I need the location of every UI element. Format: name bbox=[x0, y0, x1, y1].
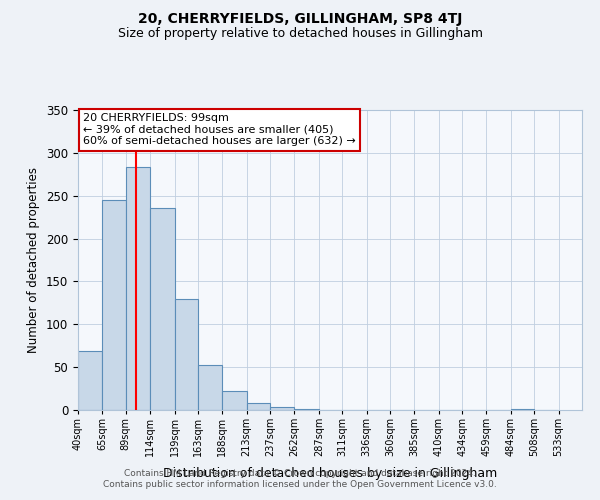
Bar bbox=[150, 208, 175, 410]
Text: Contains HM Land Registry data © Crown copyright and database right 2024.: Contains HM Land Registry data © Crown c… bbox=[124, 468, 476, 477]
Text: 20, CHERRYFIELDS, GILLINGHAM, SP8 4TJ: 20, CHERRYFIELDS, GILLINGHAM, SP8 4TJ bbox=[138, 12, 462, 26]
Bar bbox=[78, 351, 103, 410]
Bar bbox=[126, 166, 150, 410]
X-axis label: Distribution of detached houses by size in Gillingham: Distribution of detached houses by size … bbox=[163, 468, 497, 480]
Bar bbox=[175, 300, 198, 410]
Bar bbox=[222, 391, 247, 410]
Text: 20 CHERRYFIELDS: 99sqm
← 39% of detached houses are smaller (405)
60% of semi-de: 20 CHERRYFIELDS: 99sqm ← 39% of detached… bbox=[83, 113, 356, 146]
Bar bbox=[103, 200, 126, 410]
Bar bbox=[270, 406, 295, 410]
Y-axis label: Number of detached properties: Number of detached properties bbox=[28, 167, 40, 353]
Bar bbox=[511, 409, 534, 410]
Bar bbox=[247, 403, 270, 410]
Bar bbox=[198, 364, 222, 410]
Text: Contains public sector information licensed under the Open Government Licence v3: Contains public sector information licen… bbox=[103, 480, 497, 489]
Bar bbox=[295, 409, 319, 410]
Text: Size of property relative to detached houses in Gillingham: Size of property relative to detached ho… bbox=[118, 28, 482, 40]
